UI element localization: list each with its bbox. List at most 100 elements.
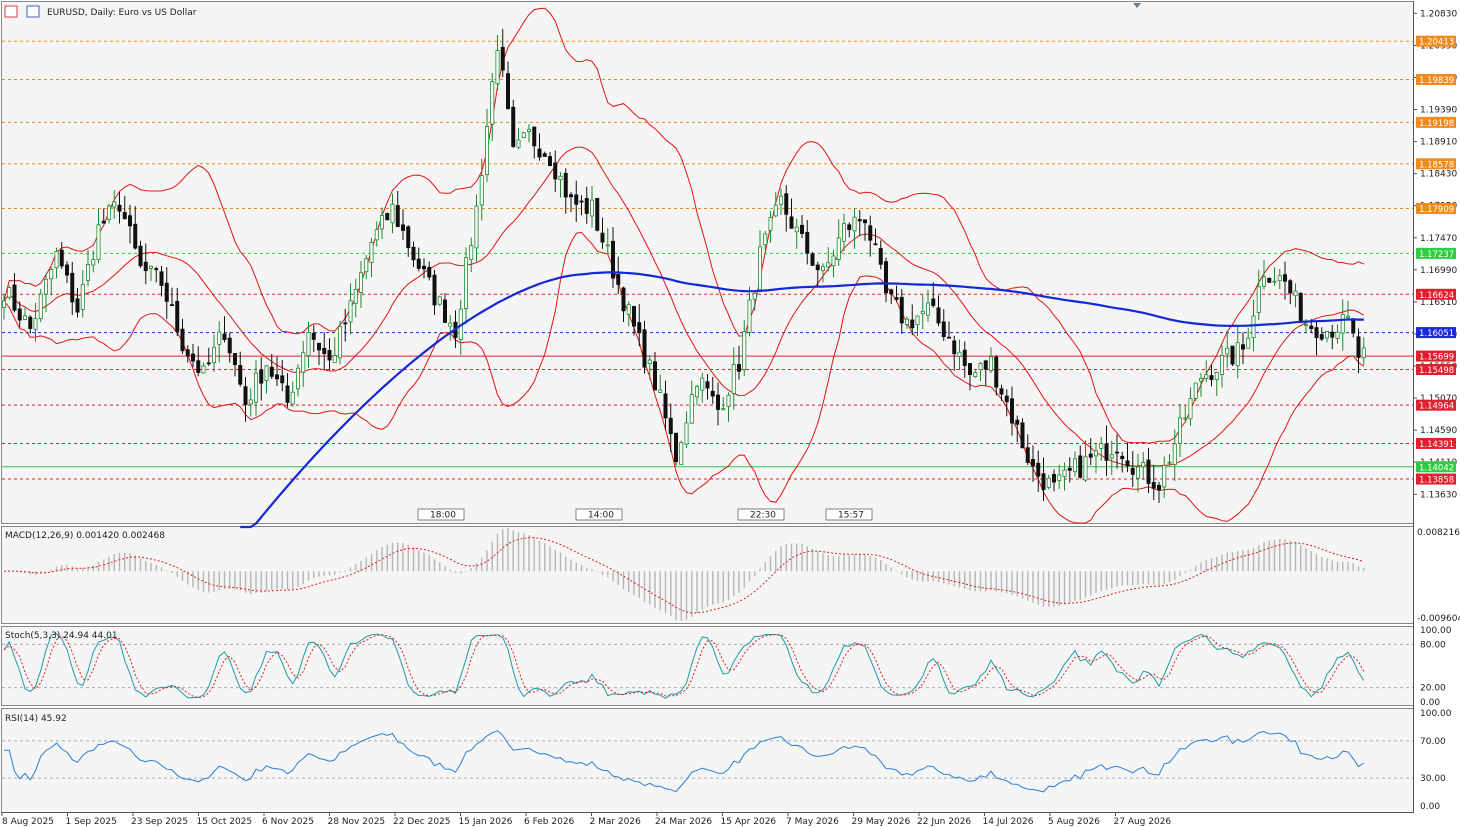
candle-body[interactable] — [947, 336, 952, 339]
candle-body[interactable] — [1046, 477, 1051, 488]
candle-body[interactable] — [1041, 473, 1046, 490]
shift-marker-icon[interactable] — [1133, 3, 1141, 8]
candle-body[interactable] — [642, 329, 647, 368]
candle-body[interactable] — [217, 331, 222, 345]
candle-body[interactable] — [668, 417, 673, 435]
candle-body[interactable] — [1141, 462, 1146, 467]
candle-body[interactable] — [395, 205, 400, 227]
candle-body[interactable] — [500, 46, 505, 71]
candle-body[interactable] — [164, 282, 169, 302]
candle-body[interactable] — [516, 139, 521, 148]
candle-body[interactable] — [1109, 454, 1114, 459]
candle-body[interactable] — [427, 266, 432, 278]
candle-body[interactable] — [632, 306, 637, 327]
candle-body[interactable] — [1157, 484, 1162, 491]
candle-body[interactable] — [264, 365, 269, 381]
candle-body[interactable] — [595, 197, 600, 231]
candle-body[interactable] — [553, 162, 558, 180]
candle-body[interactable] — [926, 302, 931, 316]
candle-body[interactable] — [957, 351, 962, 357]
candle-body[interactable] — [695, 386, 700, 398]
candle-body[interactable] — [1319, 334, 1324, 340]
candle-body[interactable] — [737, 364, 742, 372]
candle-body[interactable] — [432, 274, 437, 306]
candle-body[interactable] — [1314, 327, 1319, 338]
candle-body[interactable] — [159, 271, 164, 286]
candle-body[interactable] — [290, 391, 295, 405]
candle-body[interactable] — [920, 310, 925, 315]
candle-body[interactable] — [1062, 469, 1067, 478]
candle-body[interactable] — [107, 205, 112, 220]
candle-body[interactable] — [1262, 276, 1267, 287]
candle-body[interactable] — [38, 293, 43, 320]
candle-body[interactable] — [1204, 374, 1209, 379]
candle-body[interactable] — [752, 292, 757, 300]
candle-body[interactable] — [1220, 355, 1225, 375]
candle-body[interactable] — [505, 73, 510, 110]
candle-body[interactable] — [989, 356, 994, 372]
candle-body[interactable] — [857, 219, 862, 222]
candle-body[interactable] — [358, 272, 363, 293]
candle-body[interactable] — [1277, 275, 1282, 281]
session-marker[interactable]: 14:00 — [575, 508, 623, 521]
candle-body[interactable] — [448, 322, 453, 327]
candle-body[interactable] — [1130, 467, 1135, 475]
candle-body[interactable] — [7, 286, 12, 298]
candle-body[interactable] — [742, 331, 747, 371]
candle-body[interactable] — [1251, 315, 1256, 339]
candle-body[interactable] — [86, 264, 91, 281]
candle-body[interactable] — [1230, 345, 1235, 365]
candle-body[interactable] — [1246, 337, 1251, 349]
candle-body[interactable] — [127, 215, 132, 227]
candle-body[interactable] — [112, 201, 117, 208]
candle-body[interactable] — [684, 422, 689, 445]
candle-body[interactable] — [337, 326, 342, 359]
candle-body[interactable] — [1136, 466, 1141, 479]
timeframe-icon[interactable] — [26, 5, 40, 18]
candle-body[interactable] — [1052, 474, 1057, 483]
candle-body[interactable] — [521, 132, 526, 139]
candle-body[interactable] — [679, 442, 684, 465]
candle-body[interactable] — [269, 366, 274, 377]
candle-body[interactable] — [122, 212, 127, 220]
candle-body[interactable] — [537, 148, 542, 158]
candle-body[interactable] — [406, 226, 411, 249]
candle-body[interactable] — [416, 258, 421, 269]
candle-body[interactable] — [763, 233, 768, 246]
candle-body[interactable] — [421, 265, 426, 270]
candle-body[interactable] — [1067, 467, 1072, 471]
candle-body[interactable] — [931, 298, 936, 306]
candle-body[interactable] — [873, 243, 878, 246]
candle-body[interactable] — [747, 299, 752, 333]
candle-body[interactable] — [1330, 331, 1335, 338]
candle-body[interactable] — [316, 342, 321, 351]
candle-body[interactable] — [579, 200, 584, 203]
candle-body[interactable] — [884, 261, 889, 294]
candle-body[interactable] — [1025, 447, 1030, 463]
candle-body[interactable] — [821, 266, 826, 272]
candle-body[interactable] — [175, 300, 180, 332]
candle-body[interactable] — [941, 321, 946, 338]
candle-body[interactable] — [1356, 336, 1361, 358]
candle-body[interactable] — [569, 194, 574, 198]
candle-body[interactable] — [117, 204, 122, 212]
candle-body[interactable] — [227, 337, 232, 354]
candle-body[interactable] — [548, 156, 553, 166]
candle-body[interactable] — [22, 315, 27, 320]
candle-body[interactable] — [1214, 371, 1219, 381]
candle-body[interactable] — [469, 245, 474, 260]
candle-body[interactable] — [626, 304, 631, 315]
candle-body[interactable] — [1036, 462, 1041, 477]
candle-body[interactable] — [794, 226, 799, 233]
candle-body[interactable] — [511, 106, 516, 147]
candle-body[interactable] — [847, 224, 852, 231]
candle-body[interactable] — [842, 223, 847, 242]
candle-body[interactable] — [274, 374, 279, 380]
candle-body[interactable] — [222, 333, 227, 341]
candle-body[interactable] — [1120, 455, 1125, 460]
candle-body[interactable] — [600, 232, 605, 243]
candle-body[interactable] — [936, 307, 941, 324]
candle-body[interactable] — [994, 356, 999, 388]
candle-body[interactable] — [1235, 342, 1240, 367]
